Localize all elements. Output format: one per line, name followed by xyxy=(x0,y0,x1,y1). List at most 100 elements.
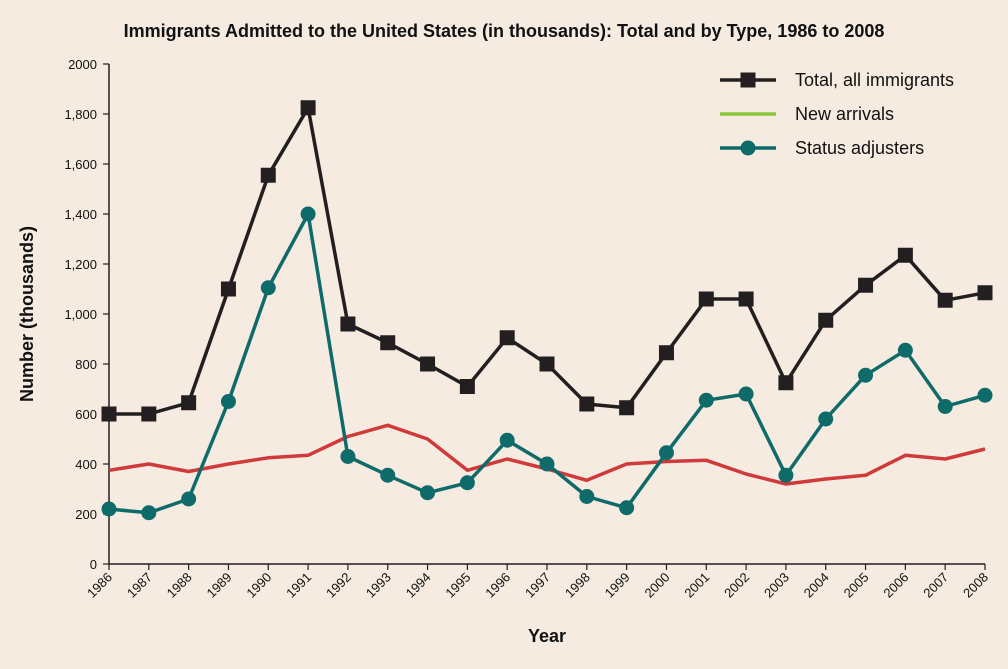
data-point xyxy=(420,356,436,372)
x-tick-label: 1995 xyxy=(442,570,473,601)
x-tick-label: 1994 xyxy=(403,570,434,601)
data-point xyxy=(539,456,555,472)
data-point xyxy=(380,467,396,483)
data-point xyxy=(818,312,834,328)
y-ticks: 0 200 400 600 800 1,000 1,200 1,400 1,600 1,800 20… xyxy=(64,57,109,572)
x-tick-label: 1998 xyxy=(562,570,593,601)
x-tick-label: 1991 xyxy=(283,570,314,601)
x-tick-label: 1986 xyxy=(84,570,115,601)
series-line-new-arrivals xyxy=(108,423,986,486)
data-point xyxy=(260,280,276,296)
x-tick-label: 1989 xyxy=(204,570,235,601)
data-point xyxy=(937,292,953,308)
data-point xyxy=(818,411,834,427)
x-tick-label: 2001 xyxy=(681,570,712,601)
x-tick-label: 2002 xyxy=(721,570,752,601)
x-tick-label: 2008 xyxy=(960,570,991,601)
y-tick-label: 1,200 xyxy=(64,257,97,272)
legend-item-new-arrivals: New arrivals xyxy=(720,104,894,124)
data-point xyxy=(897,342,913,358)
data-point xyxy=(619,400,635,416)
y-tick-label: 200 xyxy=(75,507,97,522)
y-tick-label: 600 xyxy=(75,407,97,422)
legend-item-total-all-immigrants: Total, all immigrants xyxy=(720,70,954,90)
y-tick-label: 1,600 xyxy=(64,157,97,172)
y-tick-label: 1,800 xyxy=(64,107,97,122)
data-point xyxy=(101,406,117,422)
x-tick-label: 1999 xyxy=(602,570,633,601)
data-point xyxy=(300,206,316,222)
x-ticks: 1986 1987 1988 1989 1990 1991 1992 1993 1994 1995… xyxy=(84,564,991,601)
data-point xyxy=(340,316,356,332)
data-point xyxy=(340,449,356,464)
legend-marker xyxy=(740,72,756,88)
legend-item-status-adjusters: Status adjusters xyxy=(720,138,924,158)
data-point xyxy=(300,100,316,116)
data-point xyxy=(977,285,993,301)
data-point xyxy=(937,399,953,414)
x-tick-label: 1987 xyxy=(124,570,155,601)
data-point xyxy=(181,491,197,507)
series-total-all-immigrants xyxy=(101,100,993,422)
data-point xyxy=(858,367,874,383)
y-tick-label: 1,000 xyxy=(64,307,97,322)
data-point xyxy=(778,375,794,391)
data-point xyxy=(380,335,396,351)
legend-label: Status adjusters xyxy=(795,138,924,158)
data-point xyxy=(698,392,714,408)
data-point xyxy=(539,356,555,372)
data-point xyxy=(220,281,236,297)
series-layer xyxy=(101,100,993,521)
data-point xyxy=(141,505,157,521)
data-point xyxy=(220,394,236,409)
x-tick-label: 2000 xyxy=(642,570,673,601)
x-axis-label: Year xyxy=(528,626,566,646)
y-tick-label: 0 xyxy=(90,557,97,572)
data-point xyxy=(499,432,515,448)
y-tick-label: 800 xyxy=(75,357,97,372)
y-tick-label: 2000 xyxy=(68,57,97,72)
x-tick-label: 1993 xyxy=(363,570,394,601)
legend-marker xyxy=(740,140,756,156)
x-tick-label: 2005 xyxy=(841,570,872,601)
y-tick-label: 400 xyxy=(75,457,97,472)
x-tick-label: 2007 xyxy=(920,570,951,601)
x-tick-label: 2006 xyxy=(880,570,911,601)
series-status-adjusters xyxy=(101,206,993,521)
data-point xyxy=(738,291,754,307)
data-point xyxy=(101,501,117,517)
x-tick-label: 1992 xyxy=(323,570,354,601)
x-tick-label: 1990 xyxy=(243,570,274,601)
data-point xyxy=(141,406,157,422)
y-tick-label: 1,400 xyxy=(64,207,97,222)
x-tick-label: 1988 xyxy=(164,570,195,601)
data-point xyxy=(579,489,595,504)
data-point xyxy=(459,379,475,394)
series-new-arrivals xyxy=(108,423,986,486)
data-point xyxy=(897,247,913,263)
data-point xyxy=(977,387,993,403)
x-tick-label: 2004 xyxy=(801,570,832,601)
chart-title: Immigrants Admitted to the United States… xyxy=(124,21,885,41)
legend: Total, all immigrants New arrivals Status … xyxy=(720,70,954,158)
data-point xyxy=(260,167,276,183)
x-tick-label: 1996 xyxy=(482,570,513,601)
x-tick-label: 1997 xyxy=(522,570,553,601)
x-tick-label: 2003 xyxy=(761,570,792,601)
y-axis-label: Number (thousands) xyxy=(17,226,37,402)
data-point xyxy=(619,500,635,516)
data-point xyxy=(738,386,754,402)
data-point xyxy=(499,330,515,346)
data-point xyxy=(698,291,714,307)
data-point xyxy=(420,485,436,501)
data-point xyxy=(658,445,674,461)
data-point xyxy=(778,467,794,483)
data-point xyxy=(658,345,674,361)
data-point xyxy=(858,277,874,293)
legend-label: Total, all immigrants xyxy=(795,70,954,90)
data-point xyxy=(579,396,595,412)
data-point xyxy=(459,475,475,491)
data-point xyxy=(181,395,197,411)
legend-label: New arrivals xyxy=(795,104,894,124)
